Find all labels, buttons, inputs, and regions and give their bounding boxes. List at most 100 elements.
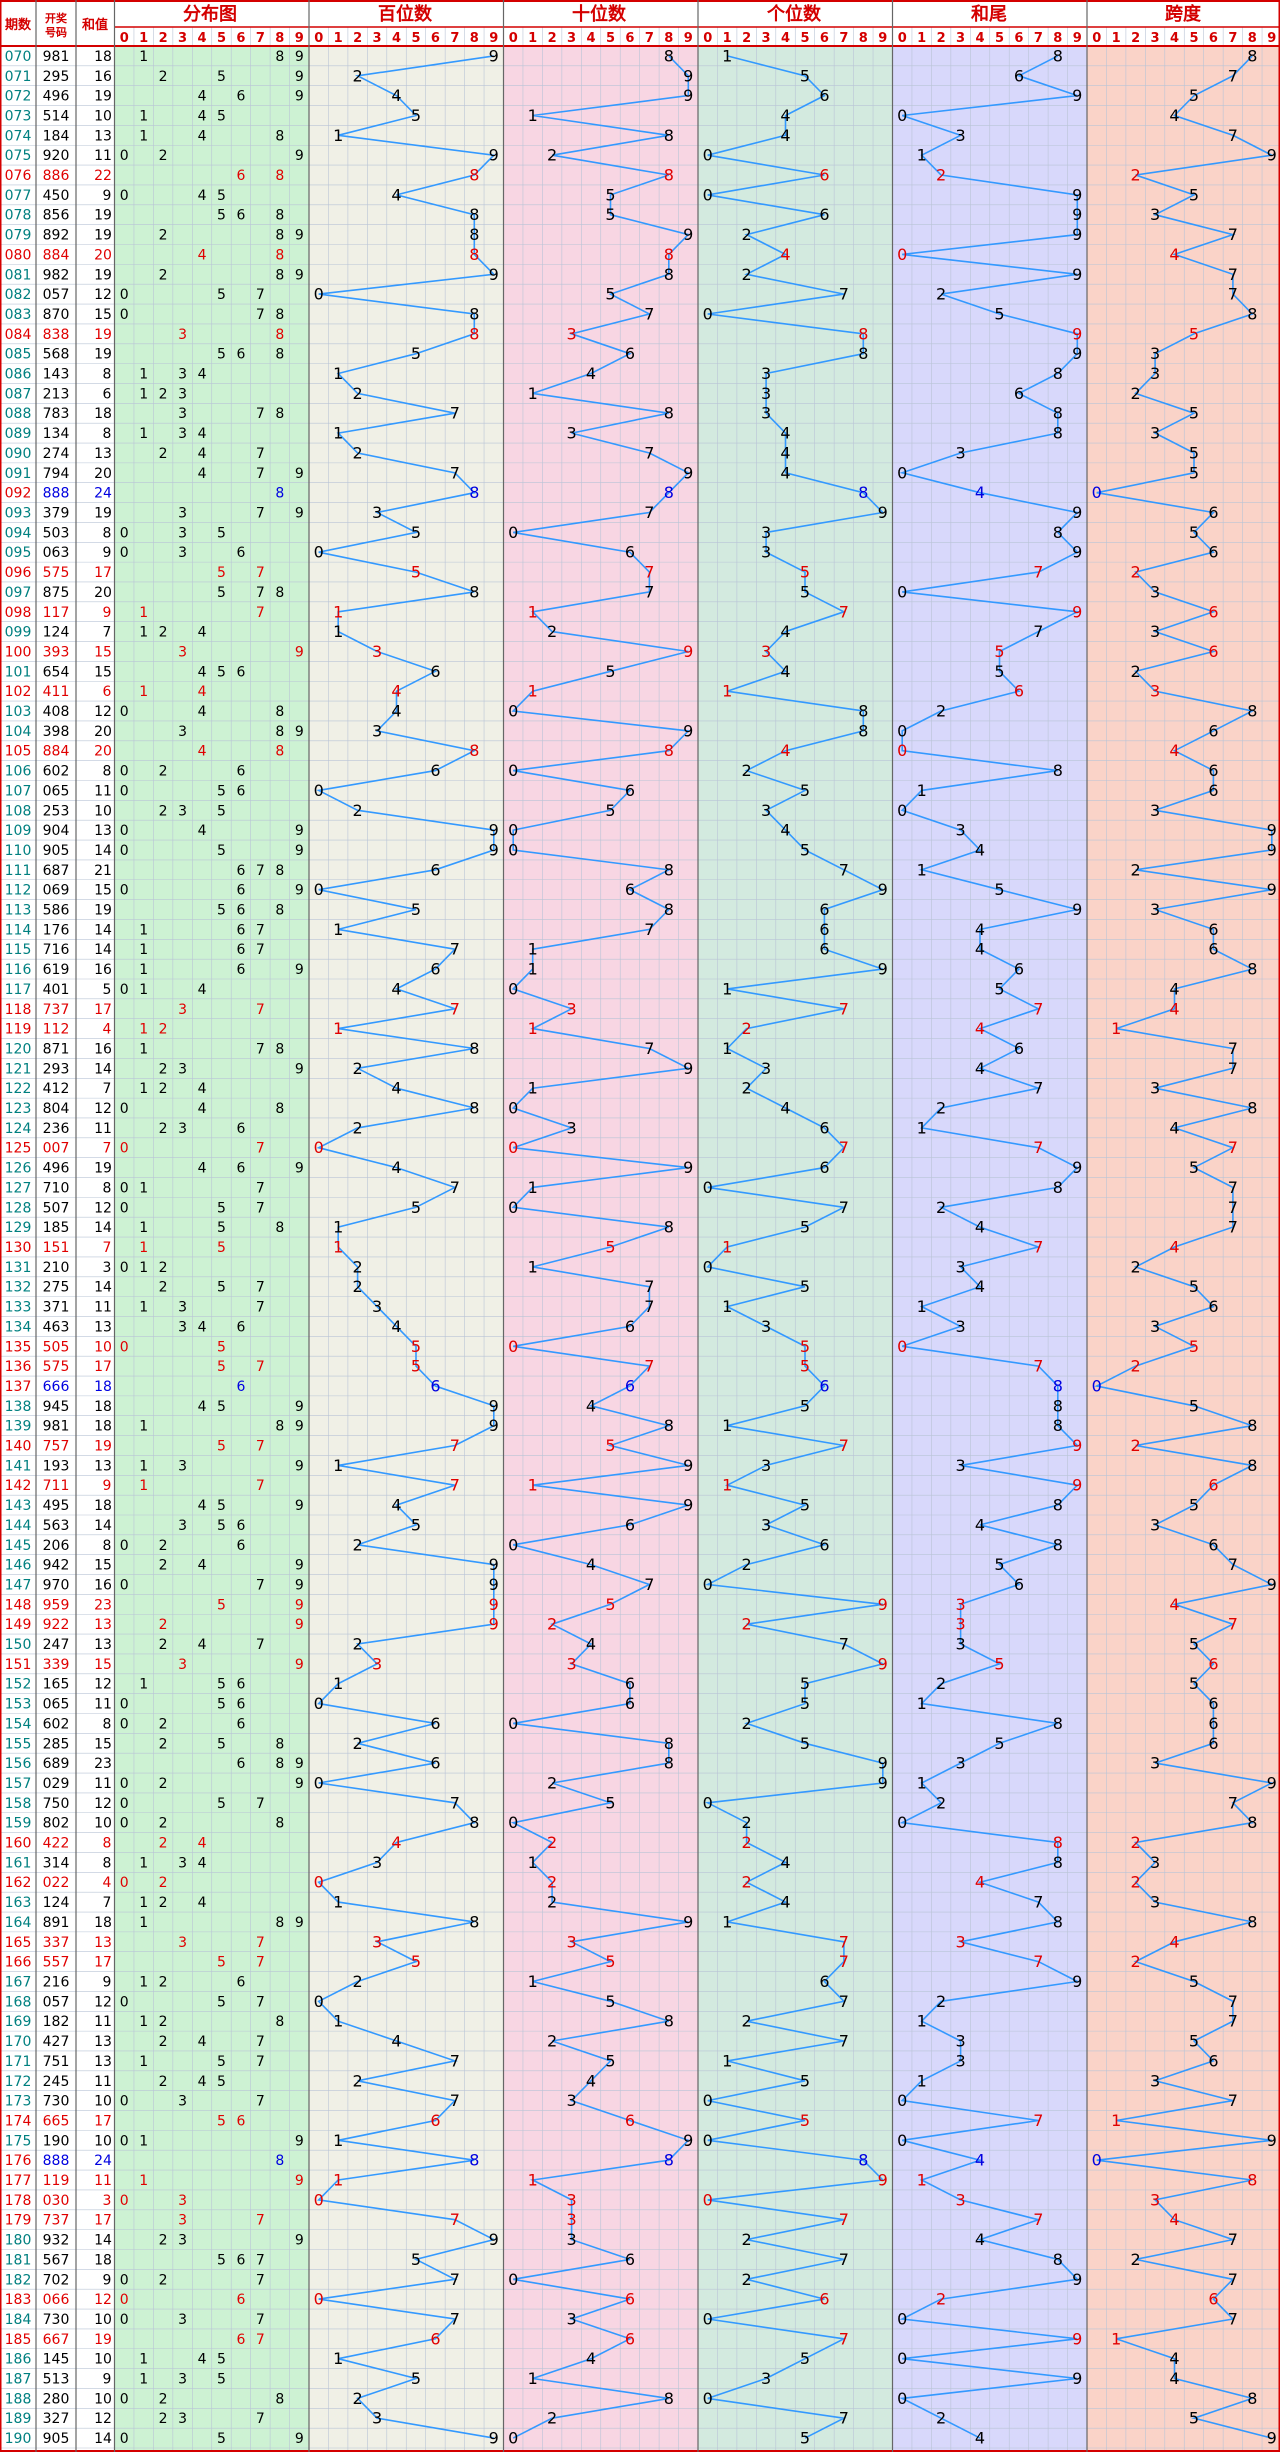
trend-point-span: 2 bbox=[1131, 166, 1141, 185]
table-row: 106 602 8 0 2 6 bbox=[5, 764, 246, 780]
dist-digit: 6 bbox=[236, 1161, 245, 1177]
dist-digit: 0 bbox=[120, 704, 129, 720]
dist-digit: 3 bbox=[178, 2094, 187, 2110]
issue-number: 107 bbox=[5, 783, 32, 799]
draw-number: 888 bbox=[43, 486, 70, 502]
trend-point-span: 7 bbox=[1228, 2230, 1238, 2249]
trend-point-span: 5 bbox=[1189, 185, 1199, 204]
sum-value: 12 bbox=[94, 2292, 112, 2308]
table-row: 077 450 9 0 4 5 bbox=[5, 188, 226, 204]
dist-digit: 6 bbox=[236, 1518, 245, 1534]
dist-digit: 1 bbox=[139, 962, 148, 978]
table-row: 182 702 9 0 2 7 bbox=[5, 2272, 265, 2288]
table-row: 134 463 13 3 4 6 bbox=[5, 1319, 246, 1335]
trend-point-hundreds: 4 bbox=[391, 2032, 401, 2051]
dist-digit: 8 bbox=[275, 2153, 284, 2169]
digit-header-distribution-8: 8 bbox=[275, 31, 284, 46]
trend-point-sum-tail: 0 bbox=[897, 2309, 907, 2328]
table-row: 081 982 19 2 8 9 bbox=[5, 267, 304, 283]
draw-number: 687 bbox=[43, 863, 70, 879]
trend-point-units: 4 bbox=[780, 821, 790, 840]
digit-header-span-7: 7 bbox=[1228, 31, 1237, 46]
table-row: 082 057 12 0 5 7 bbox=[5, 287, 265, 303]
dist-digit: 0 bbox=[120, 1141, 129, 1157]
table-row: 112 069 15 0 6 9 bbox=[5, 883, 304, 899]
issue-number: 189 bbox=[5, 2411, 32, 2427]
dist-digit: 9 bbox=[295, 49, 304, 65]
trend-point-hundreds: 3 bbox=[372, 642, 382, 661]
issue-number: 103 bbox=[5, 704, 32, 720]
trend-point-span: 7 bbox=[1228, 2012, 1238, 2031]
draw-number: 236 bbox=[43, 1121, 70, 1137]
trend-point-sum-tail: 3 bbox=[955, 2190, 965, 2209]
table-row: 124 236 11 2 3 6 bbox=[5, 1121, 246, 1137]
trend-point-units: 2 bbox=[742, 1555, 752, 1574]
trend-point-units: 2 bbox=[742, 225, 752, 244]
trend-point-sum-tail: 8 bbox=[1053, 761, 1063, 780]
sum-value: 17 bbox=[94, 1359, 112, 1375]
trend-point-tens: 9 bbox=[683, 642, 693, 661]
trend-point-span: 2 bbox=[1131, 1257, 1141, 1276]
dist-digit: 3 bbox=[178, 1855, 187, 1871]
trend-point-hundreds: 2 bbox=[353, 1277, 363, 1296]
dist-digit: 2 bbox=[159, 1617, 168, 1633]
dist-digit: 4 bbox=[198, 2352, 207, 2368]
trend-point-span: 3 bbox=[1150, 582, 1160, 601]
trend-point-hundreds: 1 bbox=[333, 2131, 343, 2150]
trend-point-sum-tail: 5 bbox=[994, 1555, 1004, 1574]
table-row: 185 667 19 6 7 bbox=[5, 2332, 265, 2348]
table-row: 129 185 14 1 5 8 bbox=[5, 1220, 285, 1236]
trend-point-units: 1 bbox=[722, 1476, 732, 1495]
dist-digit: 1 bbox=[139, 982, 148, 998]
trend-point-hundreds: 0 bbox=[314, 1694, 324, 1713]
draw-number: 119 bbox=[43, 2173, 70, 2189]
dist-digit: 3 bbox=[178, 1061, 187, 1077]
trend-point-span: 7 bbox=[1228, 2270, 1238, 2289]
trend-point-hundreds: 1 bbox=[333, 1893, 343, 1912]
trend-point-sum-tail: 9 bbox=[1072, 900, 1082, 919]
trend-line-tens bbox=[510, 55, 691, 2439]
dist-digit: 9 bbox=[295, 1458, 304, 1474]
dist-digit: 8 bbox=[275, 406, 284, 422]
table-row: 160 422 8 2 4 bbox=[5, 1836, 207, 1852]
trend-point-units: 3 bbox=[761, 801, 771, 820]
table-row: 117 401 5 0 1 4 bbox=[5, 982, 207, 998]
trend-point-units: 7 bbox=[839, 1932, 849, 1951]
trend-point-hundreds: 8 bbox=[469, 1099, 479, 1118]
issue-number: 172 bbox=[5, 2074, 32, 2090]
issue-number: 180 bbox=[5, 2233, 32, 2249]
trend-point-span: 4 bbox=[1169, 1238, 1179, 1257]
trend-point-sum-tail: 1 bbox=[917, 781, 927, 800]
dist-digit: 1 bbox=[139, 2352, 148, 2368]
dist-digit: 0 bbox=[120, 1697, 129, 1713]
trend-point-span: 2 bbox=[1131, 2250, 1141, 2269]
draw-number: 295 bbox=[43, 69, 70, 85]
draw-number: 145 bbox=[43, 2352, 70, 2368]
sum-value: 12 bbox=[94, 704, 112, 720]
trend-point-span: 7 bbox=[1228, 1198, 1238, 1217]
draw-number: 567 bbox=[43, 2252, 70, 2268]
dist-digit: 8 bbox=[275, 1816, 284, 1832]
draw-number: 210 bbox=[43, 1260, 70, 1276]
issue-number: 159 bbox=[5, 1816, 32, 1832]
trend-point-sum-tail: 3 bbox=[955, 1932, 965, 1951]
trend-point-units: 6 bbox=[819, 900, 829, 919]
dist-digit: 7 bbox=[256, 2213, 265, 2229]
issue-number: 138 bbox=[5, 1399, 32, 1415]
dist-digit: 4 bbox=[198, 625, 207, 641]
dist-digit: 1 bbox=[139, 942, 148, 958]
dist-digit: 5 bbox=[217, 1697, 226, 1713]
trend-point-span: 8 bbox=[1247, 46, 1257, 65]
dist-digit: 6 bbox=[236, 1677, 245, 1693]
trend-point-span: 1 bbox=[1111, 2111, 1121, 2130]
issue-number: 105 bbox=[5, 744, 32, 760]
trend-point-hundreds: 2 bbox=[353, 1257, 363, 1276]
trend-point-units: 7 bbox=[839, 2329, 849, 2348]
dist-digit: 5 bbox=[217, 1736, 226, 1752]
trend-point-hundreds: 5 bbox=[411, 106, 421, 125]
dist-digit: 1 bbox=[139, 2372, 148, 2388]
issue-number: 143 bbox=[5, 1498, 32, 1514]
header-issue: 期数 bbox=[5, 17, 32, 33]
dist-digit: 7 bbox=[256, 2332, 265, 2348]
dist-digit: 5 bbox=[217, 1200, 226, 1216]
